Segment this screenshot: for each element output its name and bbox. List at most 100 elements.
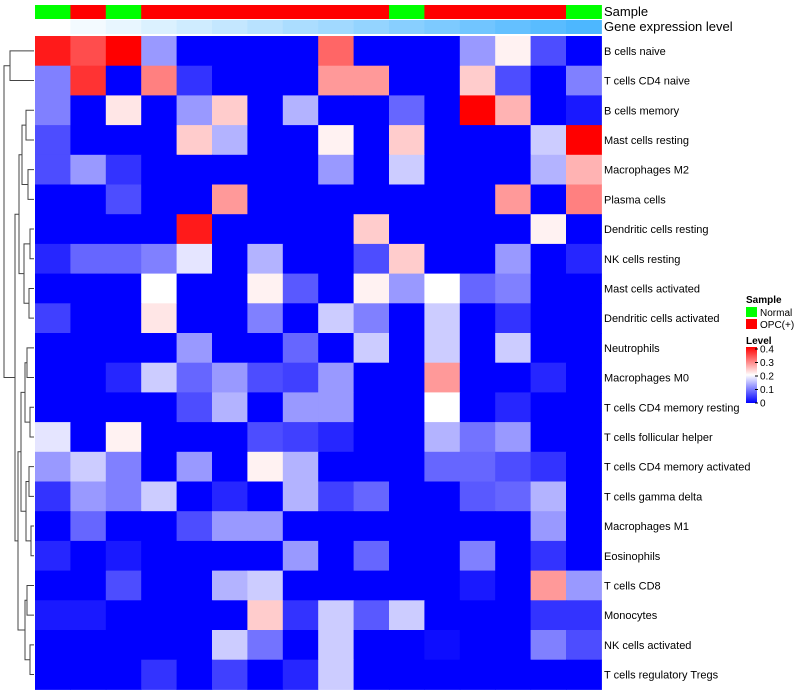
heatmap-cell xyxy=(459,600,496,631)
heatmap-cell xyxy=(389,600,425,631)
heatmap-cell xyxy=(389,659,425,690)
heatmap-cell xyxy=(424,422,461,453)
sample-annotation-cell xyxy=(212,5,248,19)
heatmap-cell xyxy=(70,243,107,275)
heatmap-cell xyxy=(35,481,71,512)
heatmap-cell xyxy=(353,243,390,275)
heatmap-cell xyxy=(70,36,107,67)
heatmap-cell xyxy=(35,630,71,661)
row-label: Mast cells activated xyxy=(604,283,700,295)
heatmap-cell xyxy=(105,65,142,96)
legend-tick-label: 0.2 xyxy=(760,372,774,383)
heatmap-cell xyxy=(141,273,178,304)
heatmap-cell xyxy=(495,600,532,631)
heatmap-cell xyxy=(353,362,390,393)
heatmap-cell xyxy=(176,125,213,156)
heatmap-cell xyxy=(176,362,213,393)
dendrogram-branch xyxy=(30,525,34,557)
heatmap-cell xyxy=(353,36,390,67)
sample-annotation-cell xyxy=(389,5,425,19)
heatmap-cell xyxy=(70,184,107,215)
heatmap-cell xyxy=(459,630,496,661)
heatmap-cell xyxy=(318,333,355,364)
heatmap-cell xyxy=(566,95,602,126)
heatmap-cell xyxy=(459,303,496,334)
dendrogram-branch xyxy=(28,287,34,319)
heatmap-cell xyxy=(105,95,142,126)
heatmap-cell xyxy=(105,184,142,215)
heatmap-cell xyxy=(495,333,532,364)
heatmap-cell xyxy=(70,422,107,453)
heatmap-cell xyxy=(530,630,567,661)
heatmap-cell xyxy=(495,481,532,512)
row-label: Macrophages M1 xyxy=(604,521,689,533)
heatmap-cell xyxy=(424,154,461,185)
heatmap-cell xyxy=(530,511,567,542)
dendrogram-branch xyxy=(26,584,34,616)
heatmap-cell xyxy=(566,184,602,215)
heatmap-cell xyxy=(424,481,461,512)
sample-annotation-cell xyxy=(35,5,71,19)
heatmap-cell xyxy=(105,125,142,156)
heatmap-cell xyxy=(495,451,532,482)
row-label: Mast cells resting xyxy=(604,135,689,147)
expression-annotation-cell xyxy=(530,20,567,34)
gene-expression-annotation-bar xyxy=(35,20,602,34)
heatmap-cell xyxy=(141,511,178,542)
heatmap-cell xyxy=(353,392,390,423)
heatmap-cell xyxy=(566,303,602,334)
heatmap-cell xyxy=(247,95,284,126)
heatmap-cell xyxy=(566,422,602,453)
heatmap-cell xyxy=(318,451,355,482)
heatmap-cell xyxy=(424,511,461,542)
heatmap-cell xyxy=(105,273,142,304)
heatmap-cell xyxy=(424,184,461,215)
heatmap-cell xyxy=(35,214,71,245)
dendrogram-branch xyxy=(26,347,34,379)
dendrogram-branch xyxy=(29,644,34,676)
heatmap-cell xyxy=(282,600,319,631)
heatmap-cell xyxy=(318,422,355,453)
heatmap-cell xyxy=(70,214,107,245)
heatmap-cell xyxy=(318,125,355,156)
heatmap-cell xyxy=(247,273,284,304)
heatmap-cell xyxy=(176,303,213,334)
heatmap-cell xyxy=(141,95,178,126)
heatmap-cell xyxy=(530,422,567,453)
heatmap-cells xyxy=(35,36,602,690)
heatmap-cell xyxy=(35,243,71,275)
heatmap-cell xyxy=(176,570,213,601)
heatmap-cell xyxy=(176,65,213,96)
heatmap-cell xyxy=(176,540,213,572)
heatmap-cell xyxy=(282,273,319,304)
sample-annotation-cell xyxy=(176,5,213,19)
heatmap-cell xyxy=(318,630,355,661)
row-label: Monocytes xyxy=(604,610,658,622)
heatmap-cell xyxy=(282,303,319,334)
heatmap-cell xyxy=(105,214,142,245)
heatmap-cell xyxy=(353,273,390,304)
heatmap-cell xyxy=(459,273,496,304)
heatmap-cell xyxy=(35,95,71,126)
dendrogram-branch xyxy=(27,169,34,200)
heatmap-cell xyxy=(282,214,319,245)
expression-annotation-cell xyxy=(353,20,390,34)
heatmap-cell xyxy=(105,362,142,393)
heatmap-cell xyxy=(35,36,71,67)
sample-annotation-title: Sample xyxy=(604,4,648,19)
heatmap-cell xyxy=(318,540,355,572)
heatmap-cell xyxy=(530,273,567,304)
heatmap-cell xyxy=(566,333,602,364)
heatmap-cell xyxy=(459,451,496,482)
legend-sample-title: Sample xyxy=(746,295,782,306)
heatmap-cell xyxy=(282,422,319,453)
heatmap-cell xyxy=(495,243,532,275)
heatmap-cell xyxy=(176,422,213,453)
heatmap-cell xyxy=(212,95,248,126)
heatmap-cell xyxy=(459,65,496,96)
heatmap-cell xyxy=(318,570,355,601)
heatmap-cell xyxy=(566,392,602,423)
heatmap-cell xyxy=(141,333,178,364)
heatmap-cell xyxy=(35,65,71,96)
heatmap-cell xyxy=(35,362,71,393)
